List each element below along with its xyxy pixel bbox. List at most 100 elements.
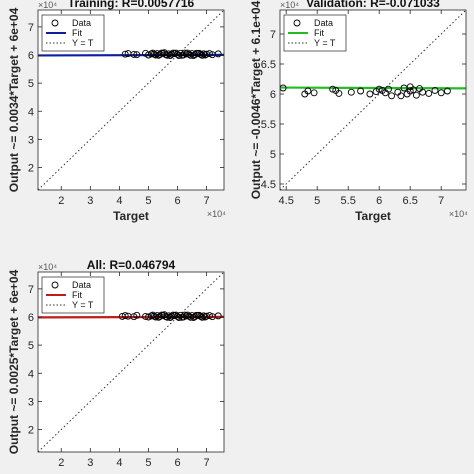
- training-data-point: [121, 50, 129, 58]
- training-legend-label: Data: [72, 18, 91, 28]
- training-x-tick-label: 7: [204, 195, 210, 207]
- all-y-tick-label: 2: [28, 425, 34, 437]
- validation-axes-frame: [279, 9, 467, 191]
- training-x-tick-label: 6: [174, 195, 180, 207]
- validation-y-tick-label: 5: [270, 149, 276, 161]
- training-identity-line: [38, 10, 224, 190]
- validation-legend-label: Data: [314, 18, 333, 28]
- all-data-point: [190, 314, 197, 322]
- all-y-tick-label: 3: [28, 396, 34, 408]
- all-data-point: [172, 311, 180, 319]
- training-y-axis-label: Output ~= 0.0034*Target + 6e+04: [7, 7, 21, 192]
- training-x-tick-label: 4: [116, 195, 122, 207]
- training-y-tick-label: 3: [28, 134, 34, 146]
- validation-fit-line: [280, 86, 466, 90]
- training-y-tick-label: 7: [28, 22, 34, 34]
- training-data-point: [166, 52, 174, 60]
- validation-y-tick-label: 6: [270, 89, 276, 101]
- training-data-point: [178, 51, 186, 59]
- validation-data-point: [388, 92, 396, 100]
- all-y-axis-label: Output ~= 0.0025*Target + 6e+04: [7, 269, 21, 454]
- training-legend-data-marker: [51, 19, 59, 27]
- all-legend-label: Data: [72, 280, 91, 290]
- validation-x-tick-label: 7: [438, 195, 444, 207]
- all-data-point: [160, 311, 168, 319]
- validation-x-tick-label: 6.5: [403, 195, 418, 207]
- validation-y-tick-label: 4.5: [261, 179, 276, 191]
- training-data-point: [214, 50, 222, 58]
- all-x-tick-label: 2: [58, 457, 64, 469]
- validation-x-exponent-label: ×10⁴: [449, 209, 468, 219]
- validation-plot: 4.5 5 5.5 6 6.5 7 4.5 5 5.5 6 6.5 7 ×10⁴ ×10⁴ Target Ou…: [249, 0, 468, 223]
- all-identity-line: [38, 272, 224, 452]
- all-x-tick-label: 4: [116, 457, 122, 469]
- validation-data-point: [304, 87, 312, 95]
- all-y-tick-label: 6: [28, 312, 34, 324]
- validation-data-point: [437, 89, 445, 97]
- validation-y-tick-label: 5.5: [261, 119, 276, 131]
- all-legend-label: Fit: [72, 290, 82, 300]
- validation-x-tick-label: 4.5: [279, 195, 294, 207]
- training-data-point: [160, 49, 168, 57]
- training-y-tick-label: 5: [28, 78, 34, 90]
- all-data-point: [121, 312, 129, 320]
- training-x-tick-label: 5: [145, 195, 151, 207]
- validation-legend-data-marker: [293, 19, 301, 27]
- training-y-tick-label: 6: [28, 50, 34, 62]
- validation-data-point: [385, 85, 392, 93]
- validation-data-point: [406, 83, 414, 91]
- validation-x-tick-label: 6: [376, 195, 382, 207]
- all-data-point: [201, 313, 209, 321]
- validation-data-point: [431, 86, 439, 94]
- training-y-tick-label: 4: [28, 106, 34, 118]
- training-x-exponent-label: ×10⁴: [207, 209, 226, 219]
- validation-data-point: [329, 85, 337, 93]
- all-y-tick-label: 4: [28, 368, 34, 380]
- validation-data-point: [332, 86, 340, 94]
- validation-legend-label: Fit: [314, 28, 324, 38]
- training-legend-label: Y = T: [72, 38, 94, 48]
- validation-y-axis-label: Output ~= -0.0046*Target + 6.1e+04: [249, 0, 263, 199]
- all-data-point: [184, 311, 192, 319]
- all-x-tick-label: 5: [145, 457, 151, 469]
- training-y-exponent-label: ×10⁴: [38, 0, 57, 10]
- validation-y-tick-label: 6.5: [261, 59, 276, 71]
- validation-identity-line: [280, 10, 466, 190]
- all-data-point: [214, 312, 222, 320]
- all-legend-data-marker: [51, 281, 59, 289]
- all-title: All: R=0.046794: [87, 258, 176, 272]
- all-y-tick-label: 5: [28, 340, 34, 352]
- all-data-point: [155, 313, 163, 321]
- validation-data-point: [375, 85, 383, 93]
- training-legend-label: Fit: [72, 28, 82, 38]
- validation-data-point: [397, 92, 405, 100]
- validation-y-tick-label: 7: [270, 29, 276, 41]
- training-data-point: [133, 51, 141, 59]
- training-data-point: [206, 50, 213, 58]
- validation-data-point: [412, 91, 420, 99]
- all-data-point: [149, 311, 157, 319]
- training-x-axis-label: Target: [113, 209, 149, 223]
- all-y-exponent-label: ×10⁴: [38, 262, 57, 272]
- training-title: Training: R=0.0057716: [68, 0, 195, 10]
- all-x-tick-label: 6: [174, 457, 180, 469]
- all-axes-frame: [37, 271, 225, 453]
- training-axes-frame: [37, 9, 225, 191]
- validation-data-point: [406, 87, 414, 95]
- training-data-point: [130, 50, 138, 58]
- training-data-point: [155, 51, 163, 59]
- all-legend-label: Y = T: [72, 300, 94, 310]
- validation-data-point: [366, 90, 374, 98]
- training-data-point: [184, 49, 192, 57]
- training-y-tick-label: 2: [28, 163, 34, 175]
- all-plot: 2 3 4 5 6 7 2 3 4 5 6 7 ×10⁴ Output ~= 0.0025*Target …: [7, 258, 225, 469]
- all-x-tick-label: 7: [204, 457, 210, 469]
- training-data-point: [190, 52, 197, 60]
- training-plot: 2 3 4 5 6 7 2 3 4 5 6 7 ×10⁴ ×10⁴ Target Output ~= 0.00…: [7, 0, 226, 223]
- validation-data-point: [425, 89, 433, 97]
- all-data-point: [133, 311, 141, 319]
